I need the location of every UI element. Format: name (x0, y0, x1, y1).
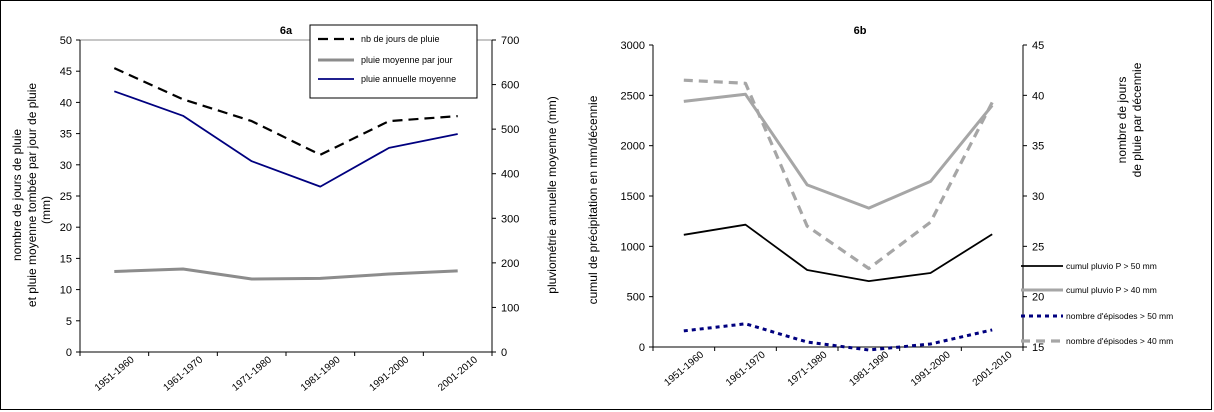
chart-6a-x-tick-label: 1981-1990 (299, 354, 343, 393)
chart-6a-y2-tick-label: 0 (501, 347, 507, 359)
chart-6b-y2-tick-label: 35 (1032, 141, 1044, 153)
chart-6b-y2-tick-label: 30 (1032, 191, 1044, 203)
chart-6b-x-tick-label: 1961-1970 (724, 349, 768, 388)
chart-6a-y-tick-label: 25 (60, 191, 72, 203)
chart-6a-x-tick-label: 1971-1980 (230, 354, 274, 393)
chart-6a-y2-ticks: 0 100 200 300 400 500 600 700 (492, 35, 519, 359)
chart-6a-legend: nb de jours de pluie pluie moyenne par j… (309, 24, 478, 99)
chart-6a-y-tick-label: 30 (60, 160, 72, 172)
chart-6a-y-tick-label: 10 (60, 285, 72, 297)
chart-6a-x-ticks: 1951-1960 1961-1970 1971-1980 1981-1990 1991… (79, 352, 493, 394)
chart-6b-x-tick-label: 1981-1990 (847, 349, 891, 388)
chart-6b-y2-tick-label: 15 (1032, 342, 1044, 354)
chart-6b-y2-tick-label: 20 (1032, 292, 1044, 304)
chart-6b-y2-tick-label: 25 (1032, 241, 1044, 253)
chart-6b-legend: cumul pluvio P > 50 mm cumul pluvio P > … (1021, 261, 1173, 346)
legend-6a-label-2: pluie moyenne par jour (361, 55, 453, 65)
legend-6a-label-3: pluie annuelle moyenne (361, 74, 456, 84)
chart-6a-series (113, 67, 458, 281)
chart-6b-y2-tick-label: 40 (1032, 90, 1044, 102)
chart-6a-y2-tick-label: 400 (501, 169, 519, 181)
chart-6b-series (683, 78, 994, 352)
legend-6b-label-3: nombre d'épisodes > 50 mm (1066, 311, 1173, 321)
chart-6b-y2-tick-label: 45 (1032, 40, 1044, 52)
chart-6a-series-2-line (114, 267, 458, 281)
chart-6a-ylabel-line-3: (mm) (39, 196, 53, 224)
chart-6a-ylabel-line-2: et pluie moyenne tombée par jour de plui… (25, 83, 39, 307)
chart-6a-y-tick-label: 40 (60, 97, 72, 109)
chart-6b-x-tick-label: 2001-2010 (971, 349, 1015, 388)
chart-6a-y-tick-label: 50 (60, 35, 72, 47)
chart-6b-y-tick-label: 1000 (621, 241, 645, 253)
chart-6b-series-4-line (683, 78, 994, 271)
chart-6b-y-tick-label: 2500 (621, 90, 645, 102)
chart-6a-series-3-line (113, 90, 458, 188)
chart-6b-x-tick-label: 1951-1960 (662, 349, 706, 388)
chart-6a-x-tick-label: 1991-2000 (368, 354, 412, 393)
chart-6b-y-tick-label: 500 (627, 292, 645, 304)
chart-6b-x-tick-label: 1991-2000 (909, 349, 953, 388)
chart-6a-y-tick-label: 20 (60, 222, 72, 234)
chart-6b-y2label-line-1: nombre de jours (1115, 77, 1129, 164)
chart-6a-y2-tick-label: 600 (501, 80, 519, 92)
chart-6a-series-1-line (113, 67, 458, 156)
chart-6a-y2-tick-label: 100 (501, 302, 519, 314)
chart-6b-x-ticks: 1951-1960 1961-1970 1971-1980 1981-1990 1991… (652, 347, 1024, 389)
chart-6a-y2-tick-label: 300 (501, 213, 519, 225)
legend-6a-label-1: nb de jours de pluie (361, 34, 440, 44)
chart-6b-y2-ticks: 15 20 25 30 35 40 45 (1023, 40, 1044, 354)
chart-6b-series-3-line (683, 322, 993, 352)
chart-6b-y-tick-label: 3000 (621, 40, 645, 52)
legend-6b-label-2: cumul pluvio P > 40 mm (1066, 285, 1157, 295)
chart-6a-x-tick-label: 2001-2010 (436, 354, 480, 393)
chart-6a-y-tick-label: 35 (60, 129, 72, 141)
chart-6b-series-1-line (683, 223, 993, 283)
chart-6b-y2label-line-2: de pluie par décennie (1130, 62, 1144, 177)
chart-6b-y-ticks: 0 500 1000 1500 2000 2500 3000 (621, 40, 653, 354)
chart-6a-y-tick-label: 0 (66, 347, 72, 359)
chart-6a-y2-tick-label: 700 (501, 35, 519, 47)
chart-6b-title: 6b (854, 25, 867, 37)
chart-6a-x-tick-label: 1951-1960 (93, 354, 137, 393)
chart-6a-title: 6a (280, 25, 293, 37)
chart-6b-y-tick-label: 2000 (621, 141, 645, 153)
chart-6a-y-ticks: 0 5 10 15 20 25 30 35 40 45 50 (60, 35, 80, 359)
chart-6a-y-tick-label: 15 (60, 253, 72, 265)
chart-6b-series-2-line (683, 92, 994, 210)
chart-6a-y2label: pluviométrie annuelle moyenne (mm) (545, 96, 559, 293)
chart-6b-x-tick-label: 1971-1980 (786, 349, 830, 388)
legend-6b-label-1: cumul pluvio P > 50 mm (1066, 261, 1157, 271)
chart-6a-y2-tick-label: 500 (501, 124, 519, 136)
chart-6a-y-tick-label: 5 (66, 316, 72, 328)
legend-6b-label-4: nombre d'épisodes > 40 mm (1066, 336, 1173, 346)
chart-6b-y-tick-label: 0 (639, 342, 645, 354)
chart-6b-ylabel: cumul de précipitation en mm/décennie (586, 95, 600, 304)
chart-6b-y-tick-label: 1500 (621, 191, 645, 203)
chart-6a-y2-tick-label: 200 (501, 258, 519, 270)
chart-6a: 6a 0 5 10 15 20 25 30 35 40 45 50 0 100 200 300 400 500… (10, 24, 559, 394)
chart-6a-ylabel-line-1: nombre de jours de pluie (10, 129, 24, 261)
chart-6a-y-tick-label: 45 (60, 66, 72, 78)
chart-6a-x-tick-label: 1961-1970 (162, 354, 206, 393)
chart-6b: 6b 0 500 1000 1500 2000 2500 3000 15 20 25 30 35 40… (586, 25, 1173, 389)
